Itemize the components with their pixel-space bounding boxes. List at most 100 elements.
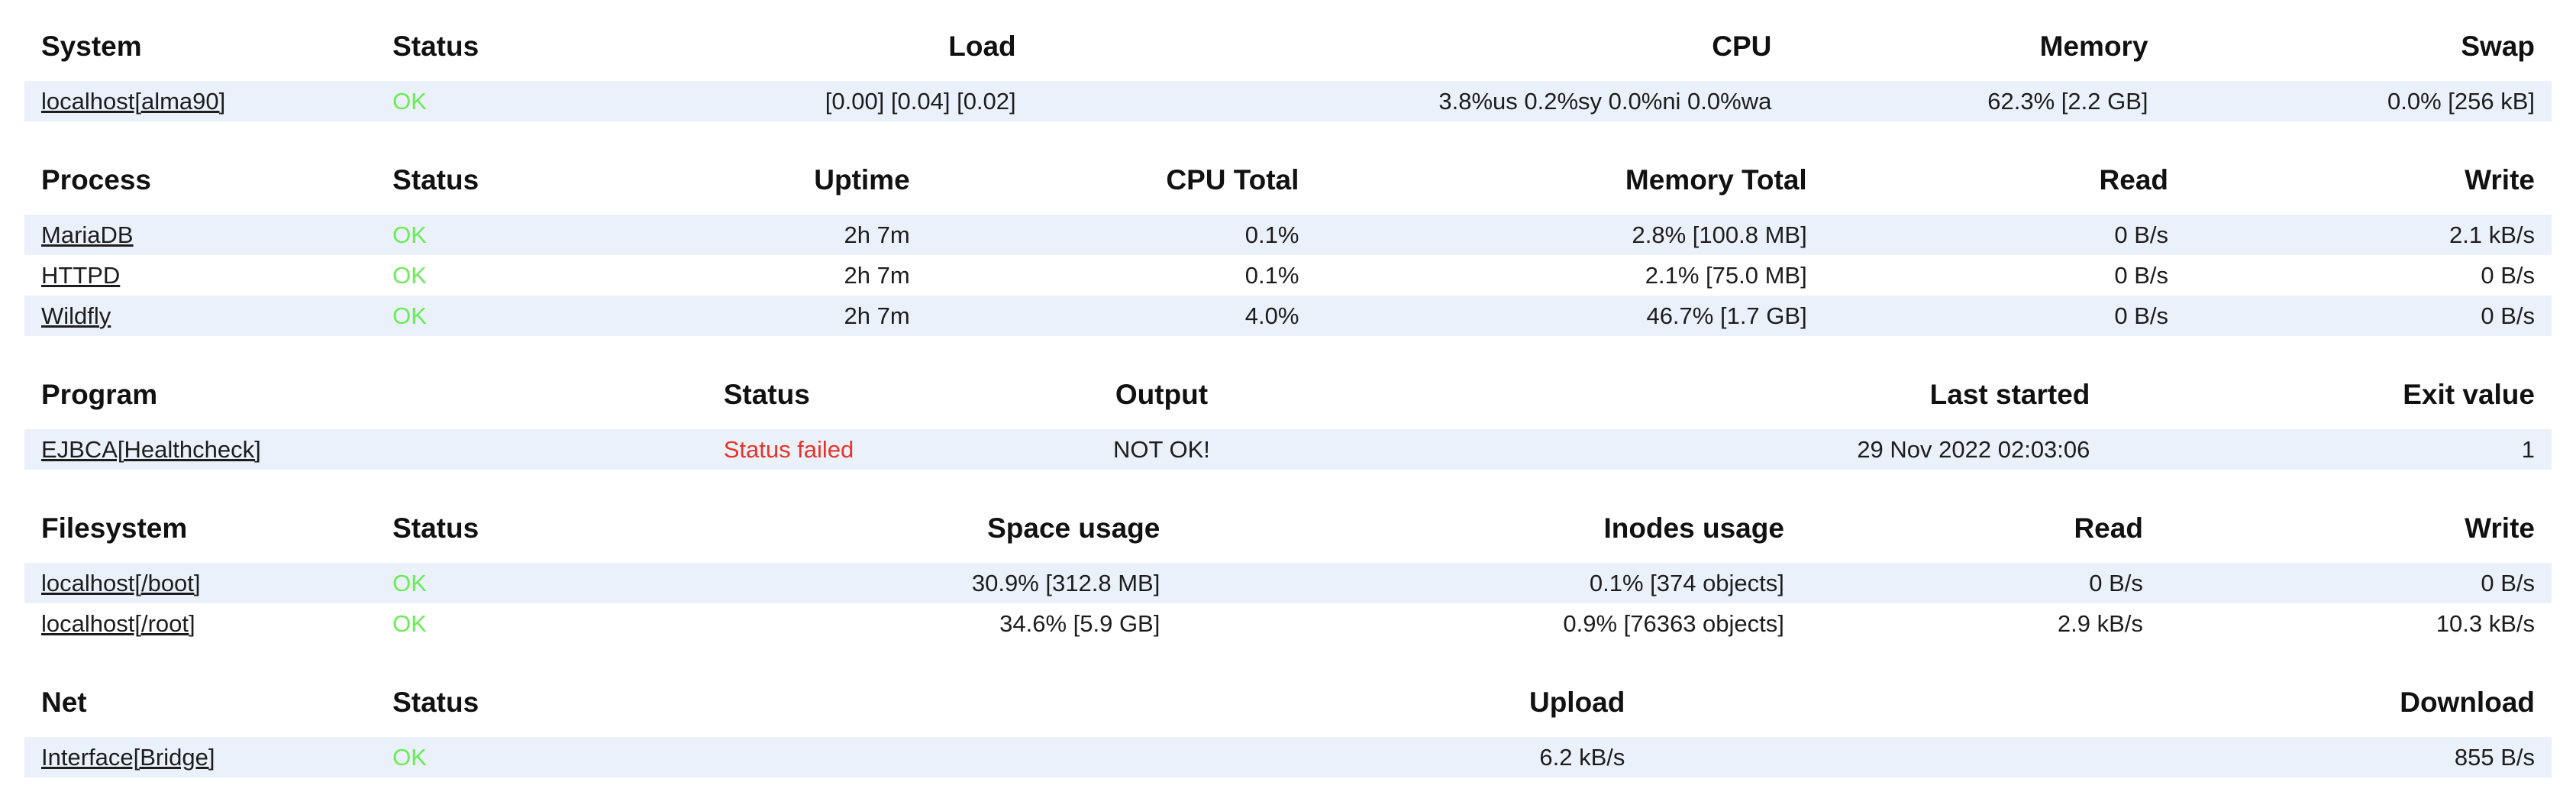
metric-cell: 2.8% [100.8 MB]	[1315, 215, 1824, 255]
service-cell: Wildfly	[24, 296, 376, 336]
metric-cell: NOT OK!	[959, 429, 1364, 470]
status-text: OK	[392, 87, 427, 115]
service-link-ejbca-healthcheck[interactable]: EJBCA[Healthcheck]	[41, 435, 261, 463]
monit-status-page: System Status Load CPU Memory Swap localhost[a…	[24, 31, 2552, 777]
column-header-status: Status	[392, 512, 479, 544]
service-link-mariadb[interactable]: MariaDB	[41, 221, 134, 248]
metric-cell: 2h 7m	[844, 261, 910, 289]
column-header-uptime: Uptime	[814, 164, 910, 196]
column-header-cpu-total: CPU Total	[1166, 164, 1299, 196]
metric-cell: 2.9 kB/s	[2057, 609, 2143, 637]
metric-cell: 6.2 kB/s	[628, 737, 1642, 777]
column-header-inodes-usage: Inodes usage	[1603, 512, 1784, 544]
status-text: Status failed	[723, 435, 854, 463]
column-header-status: Status	[392, 164, 479, 196]
metric-cell: 855 B/s	[1641, 737, 2552, 777]
column-header-download: Download	[2400, 687, 2535, 718]
metric-cell: [0.00] [0.04] [0.02]	[628, 81, 1033, 121]
header-row: Filesystem Status Space usage Inodes usage R…	[24, 512, 2552, 563]
metric-cell: 0 B/s	[2159, 563, 2552, 603]
table-row: localhost[/boot] OK 30.9% [312.8 MB] 0.1% […	[24, 563, 2552, 603]
service-link-interface-bridge[interactable]: Interface[Bridge]	[41, 743, 215, 771]
header-row: System Status Load CPU Memory Swap	[24, 31, 2552, 81]
column-header-system: System	[41, 31, 142, 62]
table-row: HTTPD OK 2h 7m 0.1% 2.1% [75.0 MB] 0 B/s 0 B/s	[24, 255, 2552, 296]
service-cell: localhost[/root]	[24, 603, 376, 644]
table-row: EJBCA[Healthcheck] Status failed NOT OK! 29…	[24, 429, 2552, 470]
status-cell: OK	[376, 81, 629, 121]
column-header-memory-total: Memory Total	[1625, 164, 1807, 196]
metric-cell: 0.0% [256 kB]	[2164, 81, 2552, 121]
column-header-upload: Upload	[1528, 687, 1625, 718]
metric-cell: 30.9% [312.8 MB]	[628, 563, 1177, 603]
metric-cell: 0 B/s	[2185, 296, 2552, 336]
service-cell: localhost[/boot]	[24, 563, 376, 603]
status-cell: OK	[376, 215, 629, 255]
metric-cell: 0.9% [76363 objects]	[1563, 609, 1784, 637]
column-header-process: Process	[41, 164, 151, 196]
metric-cell: 3.8%us 0.2%sy 0.0%ni 0.0%wa	[1032, 81, 1789, 121]
metric-cell: 10.3 kB/s	[2436, 609, 2535, 637]
metric-cell: 1	[2106, 429, 2552, 470]
program-table: Program Status Output Last started Exit valu…	[24, 379, 2552, 470]
metric-cell: 0 B/s	[2481, 261, 2535, 289]
metric-cell: 29 Nov 2022 02:03:06	[1364, 429, 2107, 470]
service-link-httpd[interactable]: HTTPD	[41, 261, 121, 289]
service-cell: localhost[alma90]	[24, 81, 376, 121]
metric-cell: 0 B/s	[1823, 215, 2186, 255]
status-text: OK	[392, 569, 427, 596]
service-cell: Interface[Bridge]	[24, 737, 376, 777]
column-header-program: Program	[41, 379, 158, 410]
column-header-output: Output	[1115, 379, 1209, 410]
status-cell: OK	[376, 563, 629, 603]
service-link-localhost-root[interactable]: localhost[/root]	[41, 609, 195, 637]
status-cell: OK	[376, 737, 629, 777]
column-header-space-usage: Space usage	[987, 512, 1160, 544]
metric-cell: 0.1% [374 objects]	[1177, 563, 1801, 603]
status-text: OK	[392, 743, 427, 771]
column-header-write: Write	[2465, 164, 2535, 196]
metric-cell: 34.6% [5.9 GB]	[999, 609, 1160, 637]
metric-cell: 0 B/s	[1823, 296, 2186, 336]
column-header-load: Load	[948, 31, 1016, 62]
metric-cell: 4.0%	[926, 296, 1316, 336]
service-cell: MariaDB	[24, 215, 376, 255]
column-header-memory: Memory	[2039, 31, 2148, 62]
table-row: Wildfly OK 2h 7m 4.0% 46.7% [1.7 GB] 0 B/s 0 B…	[24, 296, 2552, 336]
column-header-status: Status	[392, 687, 479, 718]
status-cell: OK	[376, 255, 628, 296]
column-header-net: Net	[41, 687, 87, 718]
service-link-localhost-boot[interactable]: localhost[/boot]	[41, 569, 201, 596]
service-link-wildfly[interactable]: Wildfly	[41, 302, 111, 329]
metric-cell: 2h 7m	[628, 296, 927, 336]
filesystem-table: Filesystem Status Space usage Inodes usage R…	[24, 512, 2552, 644]
metric-cell: 0 B/s	[2114, 261, 2169, 289]
metric-cell: 0.1%	[926, 215, 1316, 255]
header-row: Program Status Output Last started Exit valu…	[24, 379, 2552, 429]
column-header-exit-value: Exit value	[2403, 379, 2535, 410]
service-link-localhost-alma90[interactable]: localhost[alma90]	[41, 87, 226, 115]
process-table: Process Status Uptime CPU Total Memory Total…	[24, 164, 2552, 336]
column-header-write: Write	[2465, 512, 2535, 544]
column-header-filesystem: Filesystem	[41, 512, 188, 544]
system-table: System Status Load CPU Memory Swap localhost[a…	[24, 31, 2552, 121]
status-cell: OK	[376, 296, 629, 336]
metric-cell: 2h 7m	[628, 215, 927, 255]
column-header-swap: Swap	[2461, 31, 2535, 62]
metric-cell: 46.7% [1.7 GB]	[1315, 296, 1824, 336]
table-row: MariaDB OK 2h 7m 0.1% 2.8% [100.8 MB] 0 B/s 2.…	[24, 215, 2552, 255]
column-header-read: Read	[2074, 512, 2143, 544]
metric-cell: 62.3% [2.2 GB]	[1788, 81, 2165, 121]
metric-cell: 0.1%	[1244, 261, 1299, 289]
status-text: OK	[392, 609, 427, 637]
status-cell: OK	[376, 603, 628, 644]
service-cell: EJBCA[Healthcheck]	[24, 429, 707, 470]
table-row: Interface[Bridge] OK 6.2 kB/s 855 B/s	[24, 737, 2552, 777]
header-row: Net Status Upload Download	[24, 687, 2552, 737]
metric-cell: 2.1% [75.0 MB]	[1645, 261, 1807, 289]
header-row: Process Status Uptime CPU Total Memory Total…	[24, 164, 2552, 215]
column-header-last-started: Last started	[1929, 379, 2090, 410]
metric-cell: 0 B/s	[1800, 563, 2160, 603]
column-header-cpu: CPU	[1712, 31, 1772, 62]
service-cell: HTTPD	[24, 255, 376, 296]
